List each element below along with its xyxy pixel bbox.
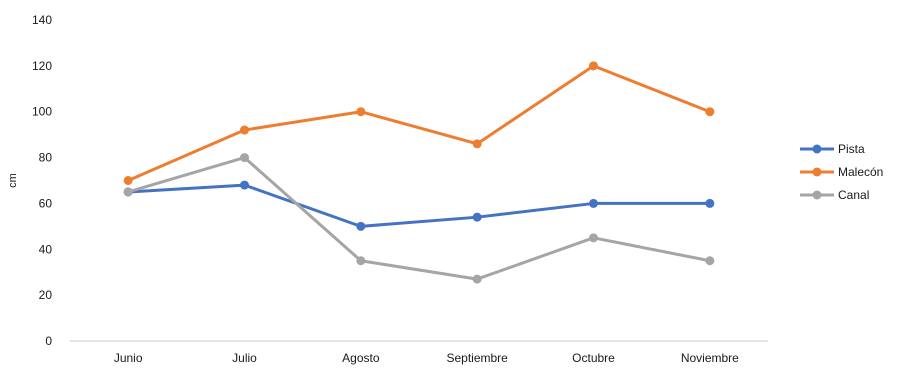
legend-label: Malecón: [838, 165, 883, 179]
series-1: [123, 61, 715, 185]
x-tick-label: Noviembre: [681, 351, 739, 365]
data-point: [705, 256, 715, 266]
legend-item: Pista: [800, 142, 865, 156]
y-tick-label: 20: [39, 288, 53, 302]
y-axis-label: cm: [7, 173, 19, 188]
series-line: [126, 64, 712, 182]
y-tick-label: 100: [32, 105, 52, 119]
data-point: [705, 198, 715, 208]
data-point: [356, 107, 366, 117]
x-tick-label: Septiembre: [446, 351, 508, 365]
legend-label: Canal: [838, 188, 869, 202]
data-point: [472, 274, 482, 284]
data-point: [123, 176, 133, 185]
data-point: [356, 256, 366, 266]
data-point: [240, 180, 249, 190]
legend-marker: [812, 190, 822, 200]
y-axis-ticks: 0 20 40 60 80 100 120 140: [32, 13, 52, 348]
y-tick-label: 140: [32, 13, 52, 27]
x-axis-ticks: Junio Julio Agosto Septiembre Octubre Noviemb…: [114, 351, 739, 365]
x-tick-label: Agosto: [342, 351, 380, 365]
legend-item: Malecón: [800, 165, 883, 179]
series-group: [123, 61, 715, 284]
legend: Pista Malecón Canal: [800, 142, 883, 202]
data-point: [589, 198, 598, 208]
data-point: [472, 212, 482, 222]
data-point: [240, 153, 249, 163]
series-line: [126, 156, 712, 281]
data-point: [705, 107, 715, 117]
x-tick-label: Octubre: [572, 351, 615, 365]
data-point: [356, 221, 366, 231]
data-point: [240, 125, 249, 135]
y-tick-label: 60: [39, 196, 53, 210]
y-tick-label: 40: [39, 242, 53, 256]
y-tick-label: 120: [32, 59, 52, 73]
x-tick-label: Julio: [232, 351, 257, 365]
y-tick-label: 0: [45, 334, 52, 348]
series-2: [123, 153, 715, 284]
series-line: [126, 183, 712, 228]
legend-item: Canal: [800, 188, 869, 202]
data-point: [589, 233, 598, 243]
series-0: [123, 180, 715, 231]
x-tick-label: Junio: [114, 351, 143, 365]
data-point: [589, 61, 598, 71]
data-point: [472, 139, 482, 149]
legend-label: Pista: [838, 142, 865, 156]
y-tick-label: 80: [39, 151, 53, 165]
legend-marker: [812, 144, 822, 154]
legend-marker: [812, 167, 822, 177]
data-point: [123, 187, 133, 197]
